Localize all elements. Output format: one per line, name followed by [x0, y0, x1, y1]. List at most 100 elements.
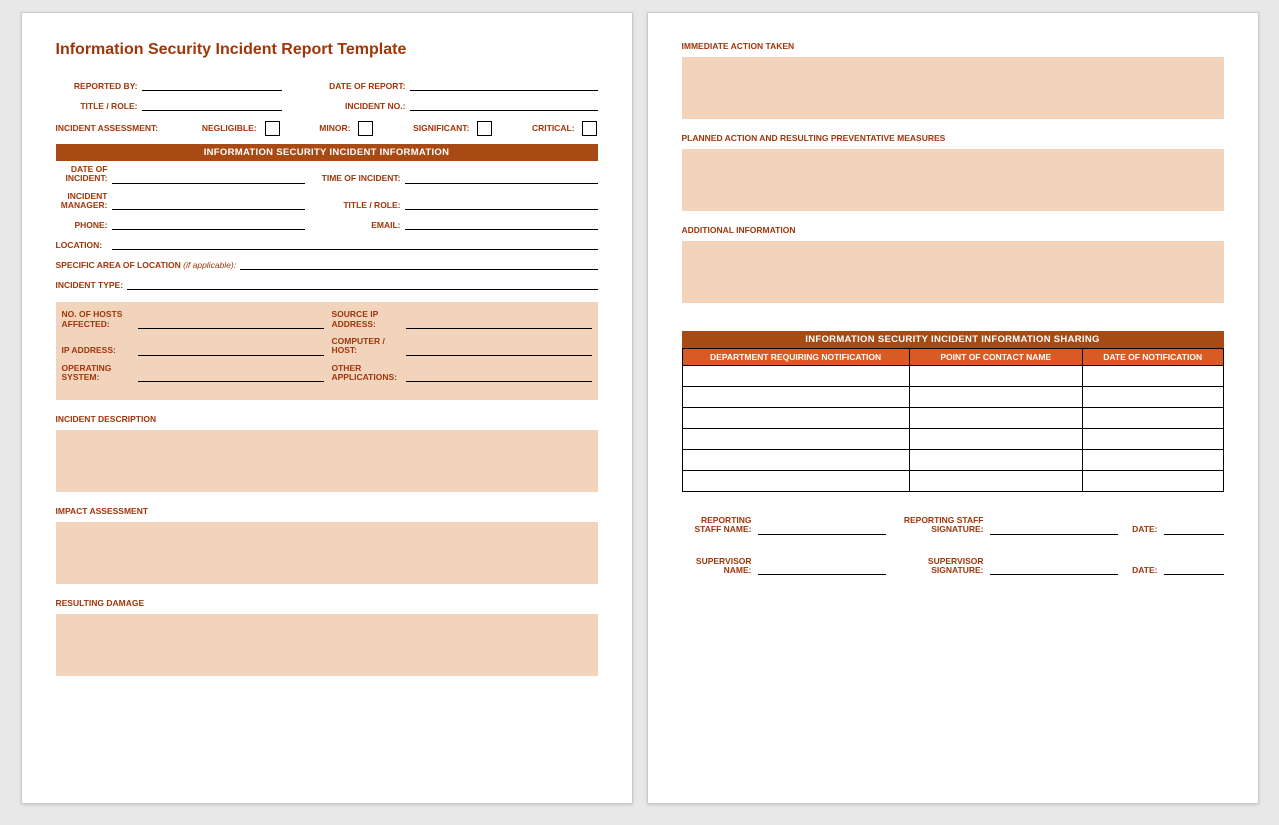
box-incident-description[interactable]: [56, 430, 598, 492]
input-other-apps[interactable]: [406, 370, 592, 382]
tech-fields-panel: NO. OF HOSTS AFFECTED: SOURCE IP ADDRESS…: [56, 302, 598, 400]
col-department: DEPARTMENT REQUIRING NOTIFICATION: [682, 349, 909, 366]
input-incident-no[interactable]: [410, 99, 598, 111]
label-significant: SIGNIFICANT:: [413, 124, 473, 133]
table-cell[interactable]: [682, 429, 909, 450]
label-other-apps: OTHER APPLICATIONS:: [332, 364, 406, 383]
document-title: Information Security Incident Report Tem…: [56, 41, 598, 59]
box-additional-info[interactable]: [682, 241, 1224, 303]
label-date-1: DATE:: [1124, 525, 1158, 534]
input-phone[interactable]: [112, 218, 305, 230]
label-computer-host: COMPUTER / HOST:: [332, 337, 406, 356]
table-cell[interactable]: [909, 429, 1082, 450]
label-incident-no: INCIDENT NO.:: [322, 102, 410, 111]
box-immediate-action[interactable]: [682, 57, 1224, 119]
table-cell[interactable]: [909, 387, 1082, 408]
input-os[interactable]: [138, 370, 324, 382]
table-cell[interactable]: [682, 366, 909, 387]
label-time-of-incident: TIME OF INCIDENT:: [305, 174, 405, 183]
label-no-hosts: NO. OF HOSTS AFFECTED:: [62, 310, 138, 329]
input-no-hosts[interactable]: [138, 317, 324, 329]
table-cell[interactable]: [909, 408, 1082, 429]
table-cell[interactable]: [909, 471, 1082, 492]
input-date-1[interactable]: [1164, 523, 1224, 535]
checkbox-critical[interactable]: [582, 121, 597, 136]
page-2: IMMEDIATE ACTION TAKEN PLANNED ACTION AN…: [647, 12, 1259, 804]
label-phone: PHONE:: [56, 221, 112, 230]
input-date-of-report[interactable]: [410, 79, 598, 91]
table-cell[interactable]: [1082, 471, 1223, 492]
label-supervisor-sig: SUPERVISOR SIGNATURE:: [892, 557, 984, 576]
input-date-of-incident[interactable]: [112, 172, 305, 184]
table-cell[interactable]: [909, 450, 1082, 471]
table-cell[interactable]: [1082, 387, 1223, 408]
label-date-2: DATE:: [1124, 566, 1158, 575]
input-incident-type[interactable]: [127, 278, 597, 290]
label-date-of-incident: DATE OF INCIDENT:: [56, 165, 112, 184]
specific-area-suffix: (if applicable):: [183, 260, 236, 270]
label-reported-by: REPORTED BY:: [56, 82, 142, 91]
label-incident-description: INCIDENT DESCRIPTION: [56, 414, 598, 424]
checkbox-negligible[interactable]: [265, 121, 280, 136]
input-email[interactable]: [405, 218, 598, 230]
input-source-ip[interactable]: [406, 317, 592, 329]
label-incident-assessment: INCIDENT ASSESSMENT:: [56, 124, 163, 133]
checkbox-minor[interactable]: [358, 121, 373, 136]
table-cell[interactable]: [682, 387, 909, 408]
table-cell[interactable]: [1082, 408, 1223, 429]
input-reporting-name[interactable]: [758, 523, 886, 535]
input-title-role[interactable]: [142, 99, 282, 111]
box-planned-action[interactable]: [682, 149, 1224, 211]
input-incident-manager[interactable]: [112, 198, 305, 210]
section-head-sharing: INFORMATION SECURITY INCIDENT INFORMATIO…: [682, 331, 1224, 348]
label-impact-assessment: IMPACT ASSESSMENT: [56, 506, 598, 516]
label-additional-info: ADDITIONAL INFORMATION: [682, 225, 1224, 235]
table-row: [682, 471, 1223, 492]
label-title-role-2: TITLE / ROLE:: [305, 201, 405, 210]
box-resulting-damage[interactable]: [56, 614, 598, 676]
label-ip-address: IP ADDRESS:: [62, 346, 138, 355]
specific-area-prefix: SPECIFIC AREA OF LOCATION: [56, 260, 184, 270]
sharing-table-wrap: INFORMATION SECURITY INCIDENT INFORMATIO…: [682, 331, 1224, 492]
assessment-row: INCIDENT ASSESSMENT: NEGLIGIBLE: MINOR: …: [56, 121, 598, 136]
table-cell[interactable]: [1082, 366, 1223, 387]
table-row: [682, 429, 1223, 450]
section-head-incident-info: INFORMATION SECURITY INCIDENT INFORMATIO…: [56, 144, 598, 161]
label-source-ip: SOURCE IP ADDRESS:: [332, 310, 406, 329]
input-time-of-incident[interactable]: [405, 172, 598, 184]
label-planned-action: PLANNED ACTION AND RESULTING PREVENTATIV…: [682, 133, 1224, 143]
input-supervisor-name[interactable]: [758, 563, 886, 575]
label-incident-manager: INCIDENT MANAGER:: [56, 192, 112, 211]
incident-info-fields: DATE OF INCIDENT: TIME OF INCIDENT: INCI…: [56, 165, 598, 290]
input-specific-area[interactable]: [240, 258, 597, 270]
label-date-of-report: DATE OF REPORT:: [322, 82, 410, 91]
label-resulting-damage: RESULTING DAMAGE: [56, 598, 598, 608]
label-supervisor-name: SUPERVISOR NAME:: [682, 557, 752, 576]
input-reported-by[interactable]: [142, 79, 282, 91]
input-location[interactable]: [112, 238, 598, 250]
label-reporting-sig: REPORTING STAFF SIGNATURE:: [892, 516, 984, 535]
input-date-2[interactable]: [1164, 563, 1224, 575]
input-title-role-2[interactable]: [405, 198, 598, 210]
label-os: OPERATING SYSTEM:: [62, 364, 138, 383]
input-computer-host[interactable]: [406, 344, 592, 356]
col-contact: POINT OF CONTACT NAME: [909, 349, 1082, 366]
table-cell[interactable]: [682, 471, 909, 492]
table-row: [682, 408, 1223, 429]
table-cell[interactable]: [1082, 429, 1223, 450]
input-reporting-sig[interactable]: [990, 523, 1118, 535]
table-cell[interactable]: [682, 408, 909, 429]
signature-row-1: REPORTING STAFF NAME: REPORTING STAFF SI…: [682, 516, 1224, 535]
table-cell[interactable]: [1082, 450, 1223, 471]
table-cell[interactable]: [909, 366, 1082, 387]
label-email: EMAIL:: [305, 221, 405, 230]
input-supervisor-sig[interactable]: [990, 563, 1118, 575]
table-row: [682, 387, 1223, 408]
box-impact-assessment[interactable]: [56, 522, 598, 584]
header-fields: REPORTED BY: DATE OF REPORT: TITLE / ROL…: [56, 79, 598, 136]
checkbox-significant[interactable]: [477, 121, 492, 136]
page-1: Information Security Incident Report Tem…: [21, 12, 633, 804]
input-ip-address[interactable]: [138, 344, 324, 356]
table-cell[interactable]: [682, 450, 909, 471]
sharing-tbody: [682, 366, 1223, 492]
